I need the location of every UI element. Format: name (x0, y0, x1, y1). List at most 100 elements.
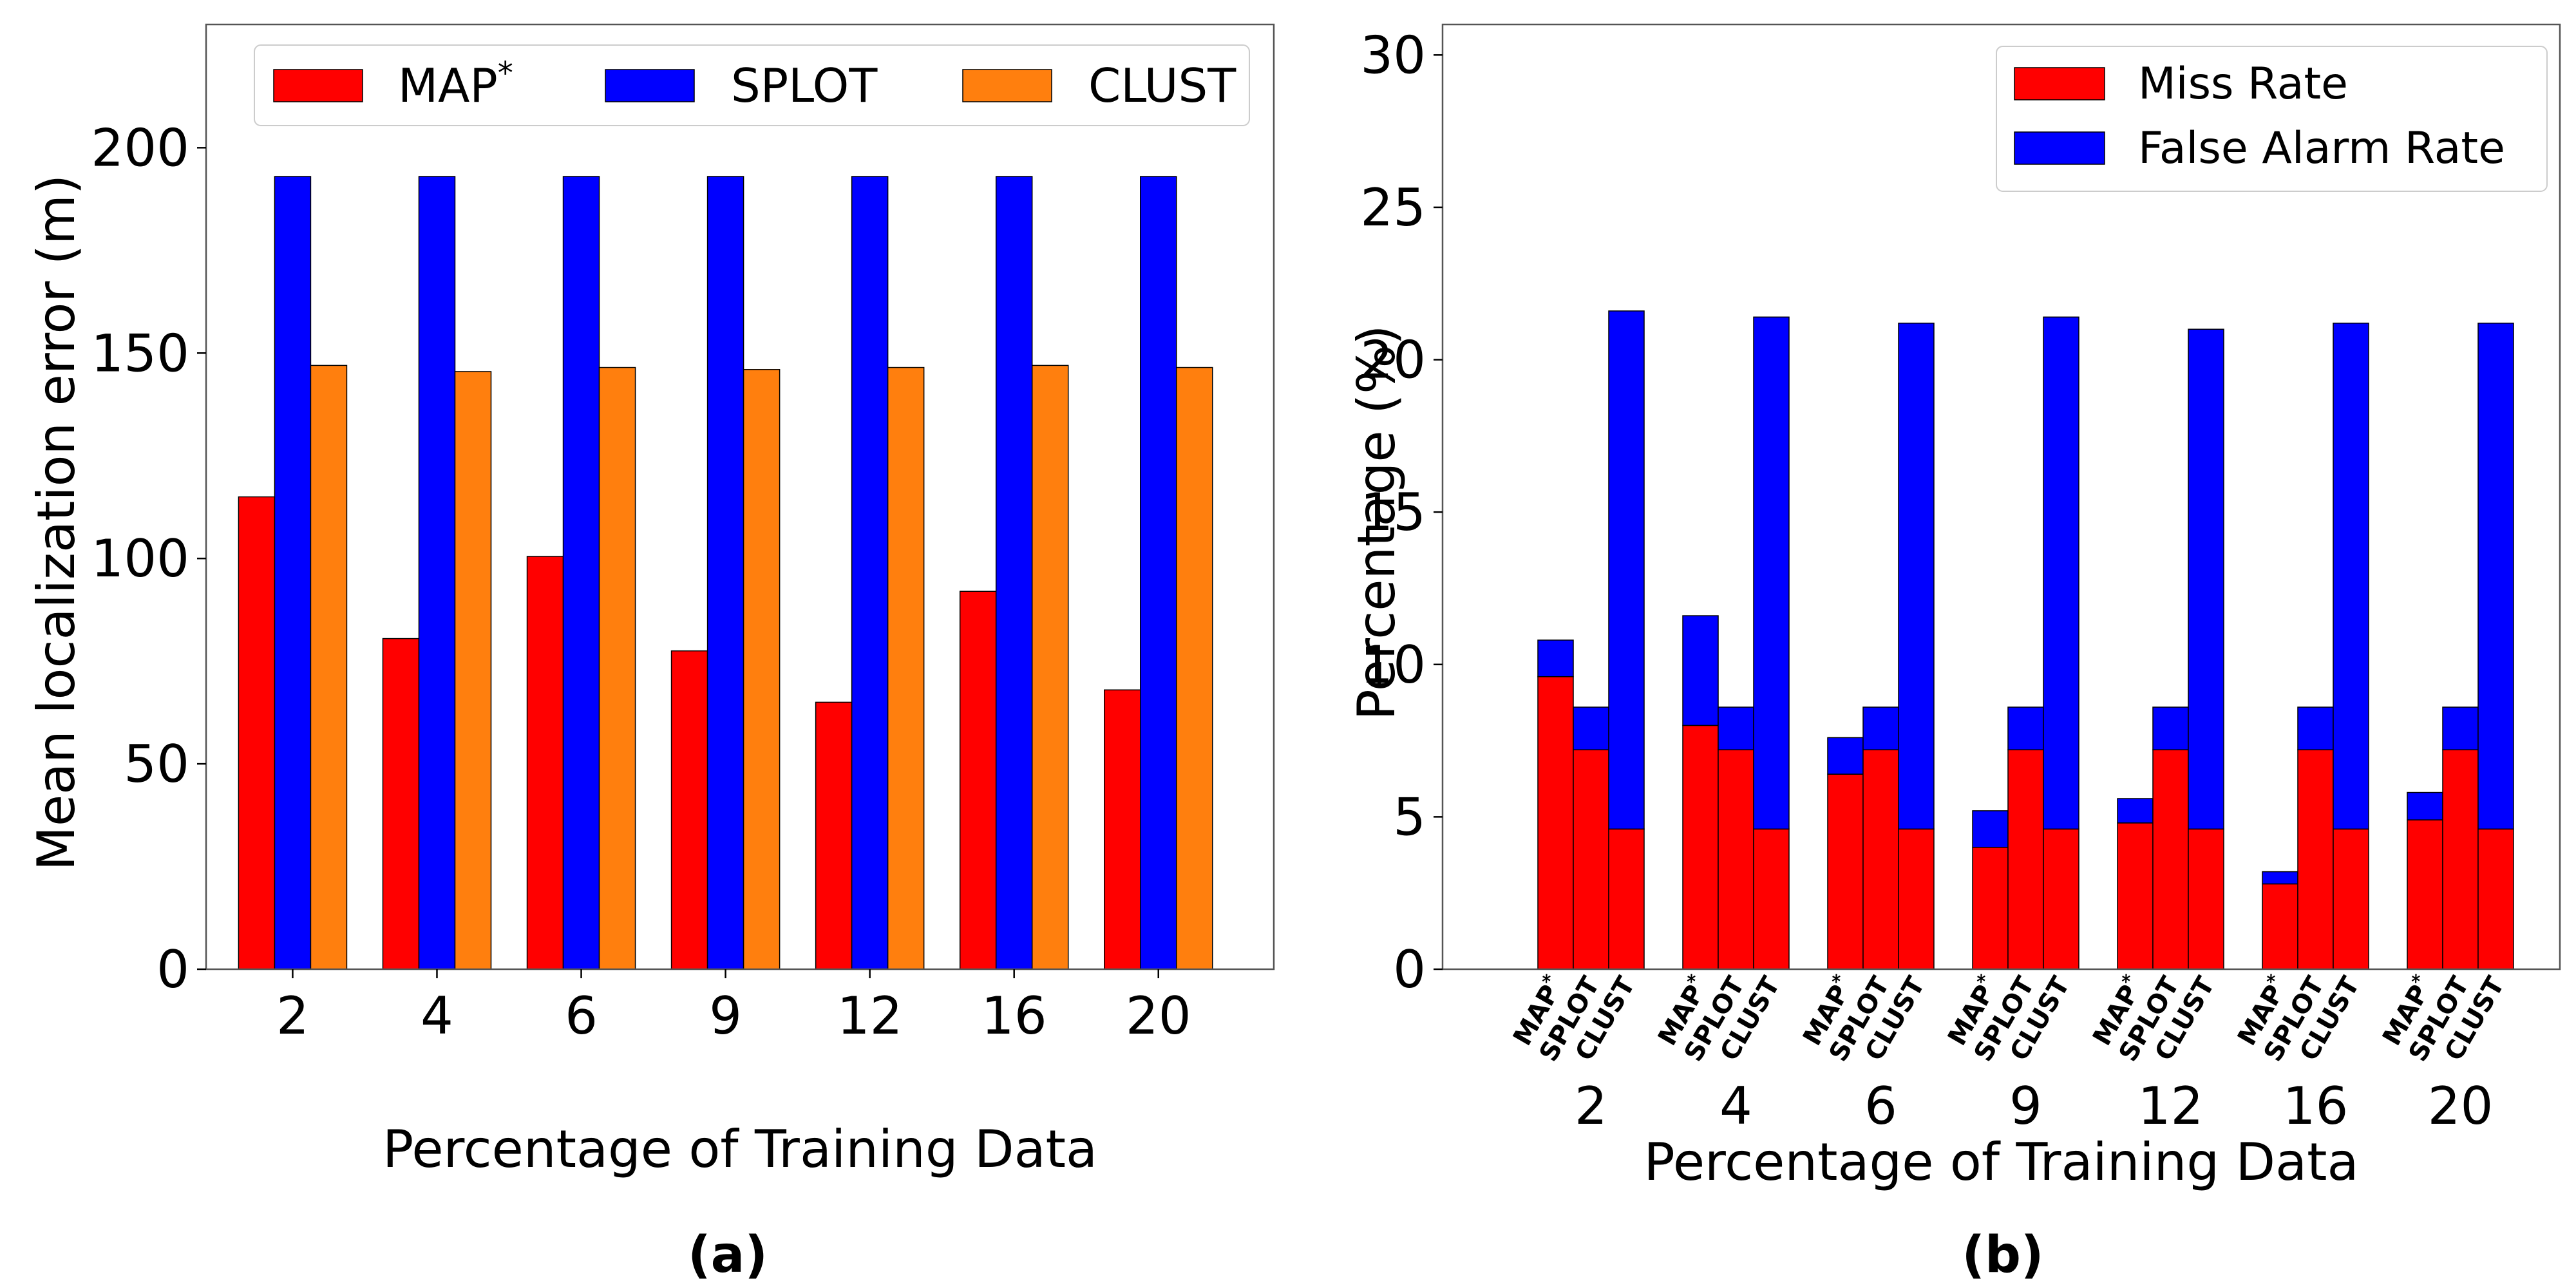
bar-splot-9 (706, 176, 744, 970)
bar-false-alarm-rate-map-2 (1537, 639, 1574, 677)
bar-map-20 (1103, 689, 1141, 970)
x-tick-label: 4 (1719, 1076, 1752, 1136)
legend-swatch-splot (605, 69, 695, 102)
x-tick-label: 20 (1126, 986, 1191, 1046)
chart-b-miss-false-alarm-rate: MAP*SPLOTCLUST2MAP*SPLOTCLUST4MAP*SPLOTC… (1347, 23, 2561, 1192)
x-tick-label: 6 (1864, 1076, 1897, 1136)
bar-miss-rate-map-16 (2262, 883, 2298, 970)
bar-miss-rate-map-12 (2117, 822, 2154, 970)
bar-miss-rate-clust-2 (1608, 828, 1645, 970)
bar-false-alarm-rate-map-12 (2117, 798, 2154, 824)
method-label-superscript: * (1538, 971, 1561, 989)
bar-map-2 (238, 496, 276, 970)
method-label-superscript: * (1973, 971, 1996, 989)
y-tick-label: 25 (1360, 178, 1426, 238)
bar-splot-12 (851, 176, 889, 970)
method-label-superscript: * (2117, 971, 2141, 989)
bar-clust-6 (598, 366, 636, 970)
legend-label-clust: CLUST (1088, 59, 1236, 113)
legend-box (254, 44, 1250, 126)
bar-miss-rate-splot-9 (2007, 749, 2044, 970)
x-tick-label: 9 (2009, 1076, 2042, 1136)
y-tick-label: 15 (1360, 482, 1426, 542)
bar-miss-rate-splot-16 (2297, 749, 2334, 970)
bar-false-alarm-rate-splot-9 (2007, 706, 2044, 751)
x-tick-label: 4 (421, 986, 453, 1046)
bar-false-alarm-rate-clust-9 (2043, 316, 2079, 830)
bar-splot-6 (562, 176, 600, 970)
bar-clust-4 (454, 371, 492, 970)
bar-miss-rate-map-20 (2407, 819, 2443, 970)
chart-a-mean-localization-error: 0 50 100 150 200 2 4 6 9 12 16 20 Percentage of Trai… (26, 23, 1275, 1179)
bar-miss-rate-clust-16 (2333, 828, 2369, 970)
plot-frame (205, 23, 1275, 971)
legend-label-splot: SPLOT (731, 59, 878, 113)
bar-false-alarm-rate-splot-4 (1718, 706, 1754, 751)
bar-map-16 (959, 591, 997, 970)
bar-miss-rate-clust-9 (2043, 828, 2079, 970)
bar-map-12 (815, 701, 853, 970)
bar-false-alarm-rate-map-6 (1827, 737, 1864, 775)
x-axis-label: Percentage of Training Data (383, 1119, 1097, 1179)
y-tick-label: 0 (156, 940, 189, 999)
bar-clust-16 (1031, 365, 1069, 970)
method-label-superscript: * (2262, 971, 2286, 989)
x-tick-label: 9 (709, 986, 742, 1046)
y-tick-label: 5 (1393, 787, 1426, 847)
x-tick-label: 12 (837, 986, 903, 1046)
bar-clust-9 (743, 369, 781, 970)
bar-miss-rate-splot-2 (1573, 749, 1609, 970)
bar-false-alarm-rate-splot-20 (2442, 706, 2479, 751)
bar-miss-rate-clust-12 (2188, 828, 2224, 970)
bar-miss-rate-splot-6 (1862, 749, 1899, 970)
legend-swatch-miss-rate (2014, 67, 2105, 100)
bar-miss-rate-clust-4 (1753, 828, 1790, 970)
bar-miss-rate-clust-20 (2477, 828, 2514, 970)
x-tick-label: 2 (276, 986, 309, 1046)
y-axis-label: Mean localization error (m) (26, 175, 86, 871)
bar-miss-rate-splot-12 (2152, 749, 2189, 970)
x-tick-label: 6 (565, 986, 598, 1046)
y-tick-label: 20 (1360, 330, 1426, 390)
x-tick-label: 16 (2283, 1076, 2349, 1136)
bar-false-alarm-rate-map-20 (2407, 791, 2443, 820)
bar-miss-rate-map-6 (1827, 773, 1864, 970)
bar-false-alarm-rate-splot-12 (2152, 706, 2189, 751)
x-tick-label: 12 (2138, 1076, 2204, 1136)
bar-false-alarm-rate-map-4 (1682, 615, 1719, 726)
method-label-superscript: * (1828, 971, 1851, 989)
bar-false-alarm-rate-clust-20 (2477, 323, 2514, 830)
y-tick-label: 150 (91, 323, 189, 383)
bar-splot-2 (274, 176, 312, 970)
bar-false-alarm-rate-clust-12 (2188, 328, 2224, 830)
x-tick-label: 2 (1575, 1076, 1607, 1136)
bar-false-alarm-rate-splot-2 (1573, 706, 1609, 751)
x-tick-label: 16 (981, 986, 1047, 1046)
legend-label-superscript: * (498, 55, 513, 91)
bar-clust-2 (310, 365, 348, 970)
bar-false-alarm-rate-clust-16 (2333, 323, 2369, 830)
plot-frame (1441, 23, 2561, 971)
legend-a: MAP* SPLOT CLUST (254, 44, 1250, 126)
bar-false-alarm-rate-map-9 (1972, 810, 2009, 848)
legend-swatch-clust (962, 69, 1052, 102)
y-tick-label: 100 (91, 529, 189, 589)
y-axis-label: Percentage (%) (1347, 325, 1406, 721)
legend-swatch-false-alarm-rate (2014, 131, 2105, 165)
bar-map-6 (526, 556, 564, 970)
bar-miss-rate-map-9 (1972, 846, 2009, 970)
bar-splot-4 (418, 176, 456, 970)
x-tick-label: 20 (2428, 1076, 2494, 1136)
legend-label-false-alarm-rate: False Alarm Rate (2138, 123, 2505, 174)
y-tick-label: 30 (1360, 25, 1426, 85)
bar-miss-rate-clust-6 (1898, 828, 1935, 970)
method-label-superscript: * (1683, 971, 1706, 989)
method-label-superscript: * (2407, 971, 2430, 989)
y-tick-label: 200 (91, 118, 189, 178)
panel-label-b: (b) (1962, 1226, 2043, 1284)
bar-miss-rate-map-2 (1537, 676, 1574, 970)
bar-false-alarm-rate-clust-4 (1753, 316, 1790, 830)
legend-label-map: MAP* (398, 55, 513, 113)
bar-false-alarm-rate-splot-6 (1862, 706, 1899, 751)
